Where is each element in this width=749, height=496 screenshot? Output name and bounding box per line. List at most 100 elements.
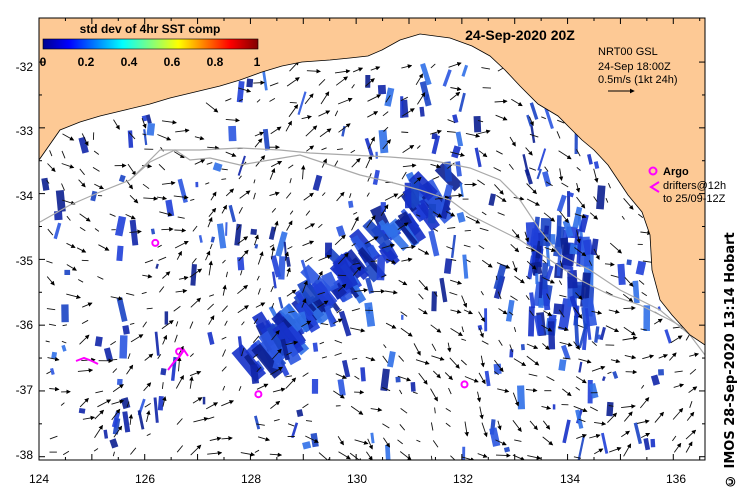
sst-patch [285, 256, 291, 268]
current-vector [157, 134, 172, 141]
current-vector [302, 280, 308, 293]
current-vector [498, 339, 503, 346]
current-vector [142, 183, 150, 190]
current-vector [450, 151, 465, 157]
colorbar-tick: 0.4 [121, 55, 138, 69]
current-vector [98, 244, 110, 251]
current-vector [524, 231, 530, 243]
current-vector [494, 99, 508, 104]
current-vector [318, 254, 332, 261]
current-vector [189, 376, 194, 389]
sst-patch [552, 404, 556, 410]
sst-patch [212, 162, 223, 172]
lat-tick-label: -34 [16, 189, 34, 203]
sst-patch [536, 168, 542, 180]
sst-patch [578, 361, 583, 373]
current-vector [529, 167, 537, 171]
current-vector [623, 443, 632, 457]
current-vector [334, 352, 342, 356]
sst-patch [442, 69, 452, 87]
sst-patch [145, 114, 152, 125]
current-vector [239, 190, 251, 199]
current-vector [577, 324, 584, 328]
current-vector [446, 246, 453, 250]
sst-patch [246, 78, 254, 88]
sst-patch [428, 230, 440, 257]
current-vector [62, 450, 70, 456]
current-vector [285, 375, 293, 378]
current-vector [112, 451, 115, 457]
current-vector [642, 260, 652, 263]
current-vector [221, 168, 228, 171]
sst-patch [387, 351, 396, 368]
current-vector [559, 341, 573, 347]
current-vector [367, 111, 379, 118]
argo-label: Argo [663, 166, 689, 178]
sst-patch [594, 326, 600, 343]
current-vector [334, 110, 339, 117]
current-vector [82, 302, 93, 308]
current-vector [221, 204, 227, 214]
current-vector [318, 452, 331, 460]
current-vector [526, 246, 537, 252]
current-vector [46, 260, 53, 264]
current-vector [174, 334, 178, 343]
sst-patch [431, 291, 437, 312]
current-vector [126, 401, 130, 408]
sst-patch [254, 415, 261, 430]
current-vector [146, 307, 153, 310]
current-vector [384, 290, 398, 295]
current-vector [562, 388, 572, 397]
sst-patch [262, 128, 271, 151]
current-vector [221, 305, 228, 313]
sst-patch [461, 64, 469, 77]
current-vector [158, 256, 167, 261]
current-vector [269, 82, 279, 87]
current-vector [493, 167, 502, 172]
current-vector [273, 418, 280, 422]
land-area [39, 18, 705, 346]
current-vector [129, 322, 135, 325]
current-vector [254, 449, 260, 453]
current-vector [529, 133, 539, 138]
current-vector [370, 289, 386, 294]
current-vector [255, 302, 266, 308]
lat-tick-label: -33 [16, 124, 34, 138]
sst-patch [452, 114, 459, 124]
sst-patch [51, 351, 58, 359]
current-vector [434, 195, 450, 201]
sst-patch [400, 96, 404, 118]
current-vector [561, 182, 569, 188]
current-vector [306, 68, 321, 74]
current-vector [333, 160, 339, 168]
current-vector [494, 184, 504, 195]
sst-patch [50, 367, 55, 375]
current-vector [433, 291, 438, 297]
current-vector [161, 320, 174, 330]
sst-patch [534, 314, 545, 336]
current-vector [525, 295, 530, 301]
sst-patch [484, 370, 491, 387]
current-vector [285, 120, 292, 132]
sst-patch [234, 223, 242, 246]
current-vector [257, 436, 271, 442]
current-vector [238, 175, 242, 180]
current-vector [689, 352, 700, 357]
current-vector [546, 293, 551, 300]
sst-patch [312, 174, 323, 191]
current-vector [370, 407, 383, 412]
current-vector [573, 341, 581, 350]
current-vector [142, 321, 147, 328]
sst-patch [362, 218, 395, 253]
current-vector [658, 354, 668, 359]
current-vector [78, 179, 86, 188]
current-vector [610, 274, 619, 278]
current-vector [508, 163, 514, 170]
sst-patch [544, 107, 554, 130]
current-vector [382, 386, 391, 392]
current-vector [190, 198, 195, 201]
current-vector [271, 348, 282, 360]
current-vector [319, 128, 332, 138]
current-vector [434, 407, 436, 414]
current-vector [623, 305, 636, 311]
